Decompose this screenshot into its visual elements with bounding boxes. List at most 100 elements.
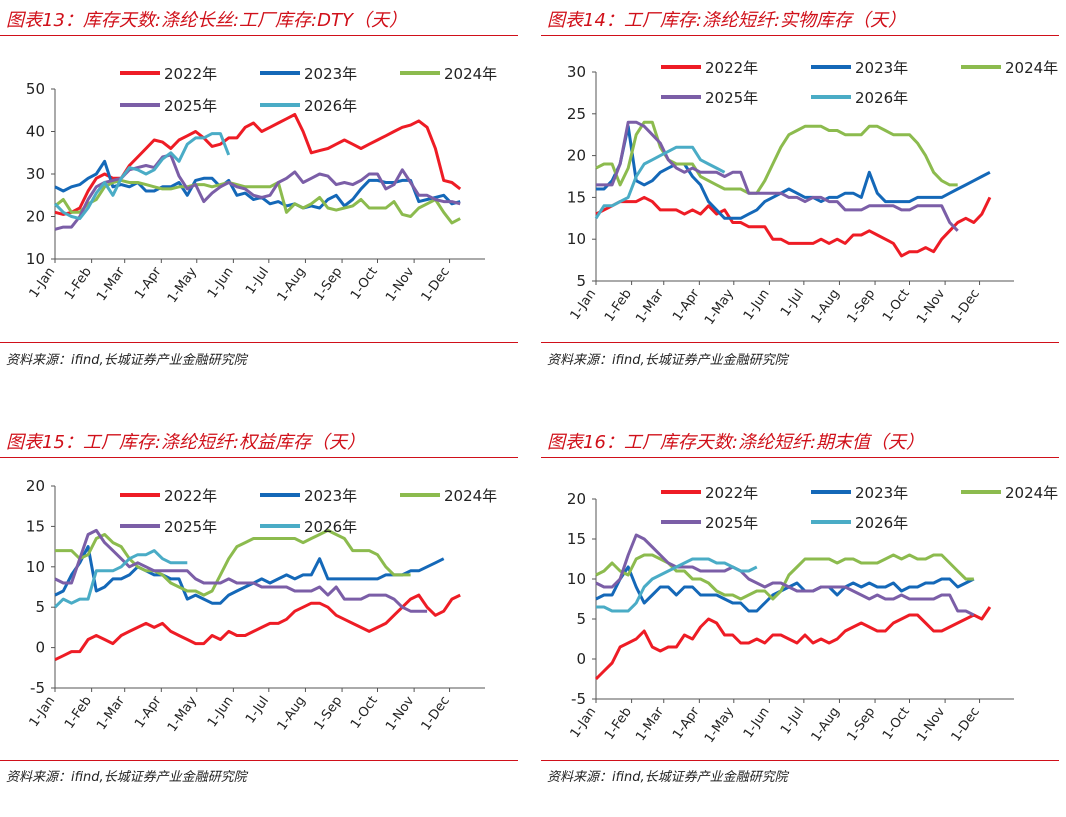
x-tick-label: 1-Jul [243, 265, 272, 298]
x-tick-label: 1-Mar [633, 704, 667, 744]
x-tick-label: 1-Nov [914, 704, 948, 744]
y-tick-label: 5 [576, 272, 586, 290]
legend-label: 2024年 [444, 65, 497, 83]
series-line-2026年 [53, 132, 231, 221]
x-tick-label: 1-Jan [568, 705, 600, 741]
x-tick-label: 1-May [702, 704, 737, 745]
legend-label: 2022年 [705, 484, 758, 502]
y-tick-label: 15 [567, 530, 586, 548]
y-tick-label: 10 [26, 558, 45, 576]
x-tick-label: 1-Aug [275, 265, 309, 305]
legend-label: 2023年 [304, 65, 357, 83]
panel-title: 图表16：工厂库存天数:涤纶短纤:期末值（天） [547, 432, 925, 453]
x-tick-label: 1-May [165, 693, 200, 734]
legend-item: 2026年 [260, 97, 357, 115]
x-tick-label: 1-Jul [243, 694, 272, 727]
legend-item: 2024年 [400, 487, 497, 505]
legend-label: 2022年 [164, 65, 217, 83]
y-tick-label: 10 [567, 230, 586, 248]
source-rule [541, 760, 1059, 761]
legend-label: 2026年 [304, 97, 357, 115]
y-tick-label: 0 [35, 639, 45, 657]
series-line-2023年 [595, 565, 975, 613]
title-rule [0, 35, 518, 36]
title-rule [0, 457, 518, 458]
x-tick-label: 1-Dec [419, 694, 453, 734]
x-tick-label: 1-Nov [914, 286, 948, 326]
x-tick-label: 1-Aug [809, 705, 843, 745]
legend-label: 2024年 [1005, 59, 1058, 77]
series-line-2022年 [54, 593, 461, 662]
y-tick-label: 30 [567, 63, 586, 81]
x-tick-label: 1-Feb [602, 287, 635, 325]
legend-label: 2024年 [1005, 484, 1058, 502]
series-line-2023年 [596, 124, 991, 220]
series-line-2026年 [53, 549, 188, 609]
legend-label: 2026年 [304, 518, 357, 536]
x-tick-label: 1-May [702, 286, 737, 327]
x-tick-label: 1-Dec [419, 265, 453, 305]
x-tick-label: 1-Mar [94, 264, 128, 304]
x-tick-label: 1-Jun [741, 287, 773, 323]
x-tick-label: 1-Aug [275, 694, 309, 734]
x-tick-label: 1-Jan [568, 287, 600, 323]
x-tick-label: 1-Feb [602, 705, 635, 743]
y-tick-label: -5 [30, 679, 45, 697]
source-rule [0, 760, 518, 761]
title-rule [541, 35, 1059, 36]
legend-item: 2025年 [661, 89, 758, 107]
source-note: 资料来源：ifind,长城证券产业金融研究院 [6, 770, 247, 785]
x-tick-label: 1-Feb [62, 265, 95, 303]
legend-label: 2025年 [164, 97, 217, 115]
legend-label: 2026年 [855, 514, 908, 532]
title-rule [541, 457, 1059, 458]
legend-item: 2023年 [260, 487, 357, 505]
y-tick-label: 0 [576, 650, 586, 668]
legend-label: 2025年 [705, 514, 758, 532]
legend-item: 2022年 [120, 65, 217, 83]
x-tick-label: 1-May [165, 264, 200, 305]
chart-panel-15: 图表15：工厂库存:涤纶短纤:权益库存（天） -5 0 5 10 15 20 1-Jan 1-… [0, 422, 533, 817]
legend-item: 2026年 [811, 89, 908, 107]
x-tick-label: 1-Apr [670, 704, 703, 742]
legend-item: 2025年 [120, 518, 217, 536]
x-tick-label: 1-Oct [348, 265, 381, 303]
x-tick-label: 1-Mar [633, 286, 667, 326]
y-tick-label: 20 [26, 208, 45, 226]
x-tick-label: 1-Jul [778, 287, 807, 320]
source-rule [541, 342, 1059, 343]
panel-title: 图表15：工厂库存:涤纶短纤:权益库存（天） [6, 432, 366, 453]
x-tick-label: 1-Jun [741, 705, 773, 741]
legend-item: 2026年 [811, 514, 908, 532]
x-tick-label: 1-Oct [880, 287, 913, 325]
series-line-2023年 [54, 159, 461, 210]
line-chart-staple-equity-inventory: -5 0 5 10 15 20 1-Jan 1-Feb 1-Mar 1-Apr 1-May 1-Jun… [26, 477, 497, 735]
chart-panel-16: 图表16：工厂库存天数:涤纶短纤:期末值（天） -5 0 5 10 15 20 1-Jan 1… [541, 422, 1066, 817]
y-tick-label: 20 [26, 477, 45, 495]
x-tick-label: 1-Jan [27, 694, 59, 730]
source-note: 资料来源：ifind,长城证券产业金融研究院 [547, 353, 788, 368]
x-tick-label: 1-Dec [949, 287, 983, 327]
x-tick-label: 1-Sep [845, 287, 879, 326]
y-tick-label: 20 [567, 490, 586, 508]
y-tick-label: 15 [26, 517, 45, 535]
legend-item: 2023年 [260, 65, 357, 83]
x-tick-label: 1-Oct [348, 694, 381, 732]
y-tick-label: 25 [567, 105, 586, 123]
x-tick-label: 1-Dec [949, 705, 983, 745]
panel-title: 图表13：库存天数:涤纶长丝:工厂库存:DTY（天） [6, 10, 407, 31]
y-tick-label: 30 [26, 165, 45, 183]
y-tick-label: 5 [35, 598, 45, 616]
y-tick-label: 10 [26, 250, 45, 268]
source-note: 资料来源：ifind,长城证券产业金融研究院 [6, 353, 247, 368]
series-line-2022年 [595, 195, 992, 258]
legend-item: 2022年 [661, 59, 758, 77]
legend-item: 2023年 [811, 59, 908, 77]
source-rule [0, 342, 518, 343]
legend-label: 2024年 [444, 487, 497, 505]
legend-label: 2025年 [164, 518, 217, 536]
y-tick-label: 10 [567, 570, 586, 588]
series-line-2025年 [595, 533, 975, 617]
chart-panel-13: 图表13：库存天数:涤纶长丝:工厂库存:DTY（天） 10 20 30 40 50 1-J… [0, 0, 533, 395]
x-tick-label: 1-Jun [205, 694, 237, 730]
